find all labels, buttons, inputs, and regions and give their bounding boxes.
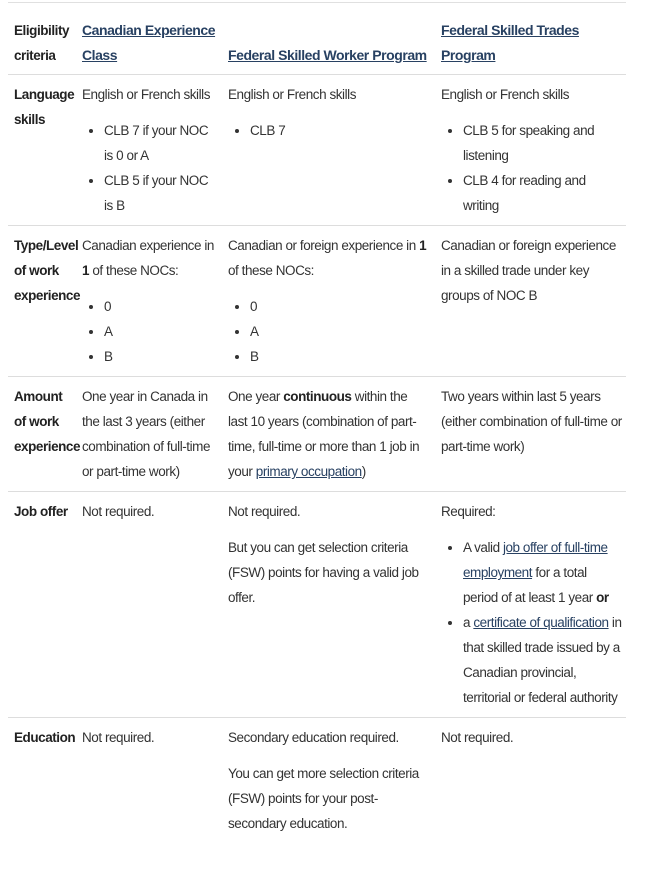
cell-amount-fst: Two years within last 5 years (either co… — [435, 377, 626, 491]
cell-language-fsw: English or French skills CLB 7 — [222, 75, 435, 225]
amount-cec-text: One year in Canada in the last 3 years (… — [82, 389, 211, 479]
type-fsw-text: Canadian or foreign experience in 1 of t… — [228, 238, 427, 278]
list-item: 0 — [104, 294, 216, 319]
education-fsw-text-2: You can get more selection criteria (FSW… — [228, 766, 419, 831]
table-row-language-skills: Language skills English or French skills… — [8, 75, 626, 226]
language-cec-intro: English or French skills — [82, 87, 210, 102]
header-cell-fsw: Federal Skilled Worker Program — [222, 8, 435, 74]
list-item: A — [250, 319, 429, 344]
type-cec-list: 0 A B — [82, 294, 216, 369]
header-cell-fst: Federal Skilled Trades Program — [435, 8, 626, 74]
cell-job-fst: Required: A valid job offer of full-time… — [435, 492, 626, 717]
list-item: CLB 7 if your NOC is 0 or A — [104, 118, 216, 168]
list-item: CLB 5 for speaking and listening — [463, 118, 624, 168]
language-cec-list: CLB 7 if your NOC is 0 or A CLB 5 if you… — [82, 118, 216, 218]
education-cec-text: Not required. — [82, 730, 155, 745]
list-item: CLB 4 for reading and writing — [463, 168, 624, 218]
table-row-education: Education Not required. Secondary educat… — [8, 718, 626, 843]
row-label-work-type: Type/Level of work experience — [14, 238, 81, 303]
language-fsw-list: CLB 7 — [228, 118, 429, 143]
amount-fst-text: Two years within last 5 years (either co… — [441, 389, 622, 454]
cell-language-fst: English or French skills CLB 5 for speak… — [435, 75, 626, 225]
language-fsw-intro: English or French skills — [228, 87, 356, 102]
eligibility-comparison-table: Eligibility criteria Canadian Experience… — [8, 8, 626, 843]
cell-amount-cec: One year in Canada in the last 3 years (… — [76, 377, 222, 491]
cell-job-cec: Not required. — [76, 492, 222, 717]
list-item: A — [104, 319, 216, 344]
type-cec-text: Canadian experience in 1 of these NOCs: — [82, 238, 214, 278]
header-cell-cec: Canadian Experience Class — [76, 8, 222, 74]
education-fsw-text-1: Secondary education required. — [228, 730, 399, 745]
cell-education-fsw: Secondary education required. You can ge… — [222, 718, 435, 843]
job-fst-list: A valid job offer of full-time employmen… — [441, 535, 624, 710]
row-label-education: Education — [14, 730, 76, 745]
row-label-work-amount: Amount of work experience — [14, 389, 81, 454]
canadian-experience-class-link[interactable]: Canadian Experience Class — [82, 22, 216, 63]
top-divider — [8, 2, 626, 3]
job-offer-link[interactable]: job offer of full-time employment — [463, 540, 608, 580]
cell-type-fst: Canadian or foreign experience in a skil… — [435, 226, 626, 376]
federal-skilled-trades-link[interactable]: Federal Skilled Trades Program — [441, 22, 579, 63]
cell-education-fst: Not required. — [435, 718, 626, 843]
table-row-job-offer: Job offer Not required. Not required. Bu… — [8, 492, 626, 718]
cell-type-fsw: Canadian or foreign experience in 1 of t… — [222, 226, 435, 376]
row-label-language: Language skills — [14, 87, 75, 127]
cell-job-fsw: Not required. But you can get selection … — [222, 492, 435, 717]
list-item: CLB 5 if your NOC is B — [104, 168, 216, 218]
list-item: a certificate of qualification in that s… — [463, 610, 624, 710]
type-fsw-list: 0 A B — [228, 294, 429, 369]
language-fst-list: CLB 5 for speaking and listening CLB 4 f… — [441, 118, 624, 218]
job-fst-text: Required: — [441, 504, 496, 519]
list-item: CLB 7 — [250, 118, 429, 143]
cell-education-cec: Not required. — [76, 718, 222, 843]
table-header-row: Eligibility criteria Canadian Experience… — [8, 8, 626, 75]
federal-skilled-worker-link[interactable]: Federal Skilled Worker Program — [228, 47, 427, 63]
list-item: A valid job offer of full-time employmen… — [463, 535, 624, 610]
list-item: B — [104, 344, 216, 369]
primary-occupation-link[interactable]: primary occupation — [255, 464, 362, 479]
certificate-of-qualification-link[interactable]: certificate of qualification — [473, 615, 609, 630]
language-fst-intro: English or French skills — [441, 87, 569, 102]
list-item: B — [250, 344, 429, 369]
amount-fsw-text: One year continuous within the last 10 y… — [228, 389, 420, 479]
table-row-work-type: Type/Level of work experience Canadian e… — [8, 226, 626, 377]
cell-type-cec: Canadian experience in 1 of these NOCs: … — [76, 226, 222, 376]
cell-amount-fsw: One year continuous within the last 10 y… — [222, 377, 435, 491]
row-label-job-offer: Job offer — [14, 504, 68, 519]
type-fst-text: Canadian or foreign experience in a skil… — [441, 238, 616, 303]
table-row-work-amount: Amount of work experience One year in Ca… — [8, 377, 626, 492]
job-cec-text: Not required. — [82, 504, 155, 519]
cell-language-cec: English or French skills CLB 7 if your N… — [76, 75, 222, 225]
header-eligibility-criteria: Eligibility criteria — [14, 23, 70, 63]
list-item: 0 — [250, 294, 429, 319]
job-fsw-text-2: But you can get selection criteria (FSW)… — [228, 540, 419, 605]
education-fst-text: Not required. — [441, 730, 514, 745]
job-fsw-text-1: Not required. — [228, 504, 301, 519]
